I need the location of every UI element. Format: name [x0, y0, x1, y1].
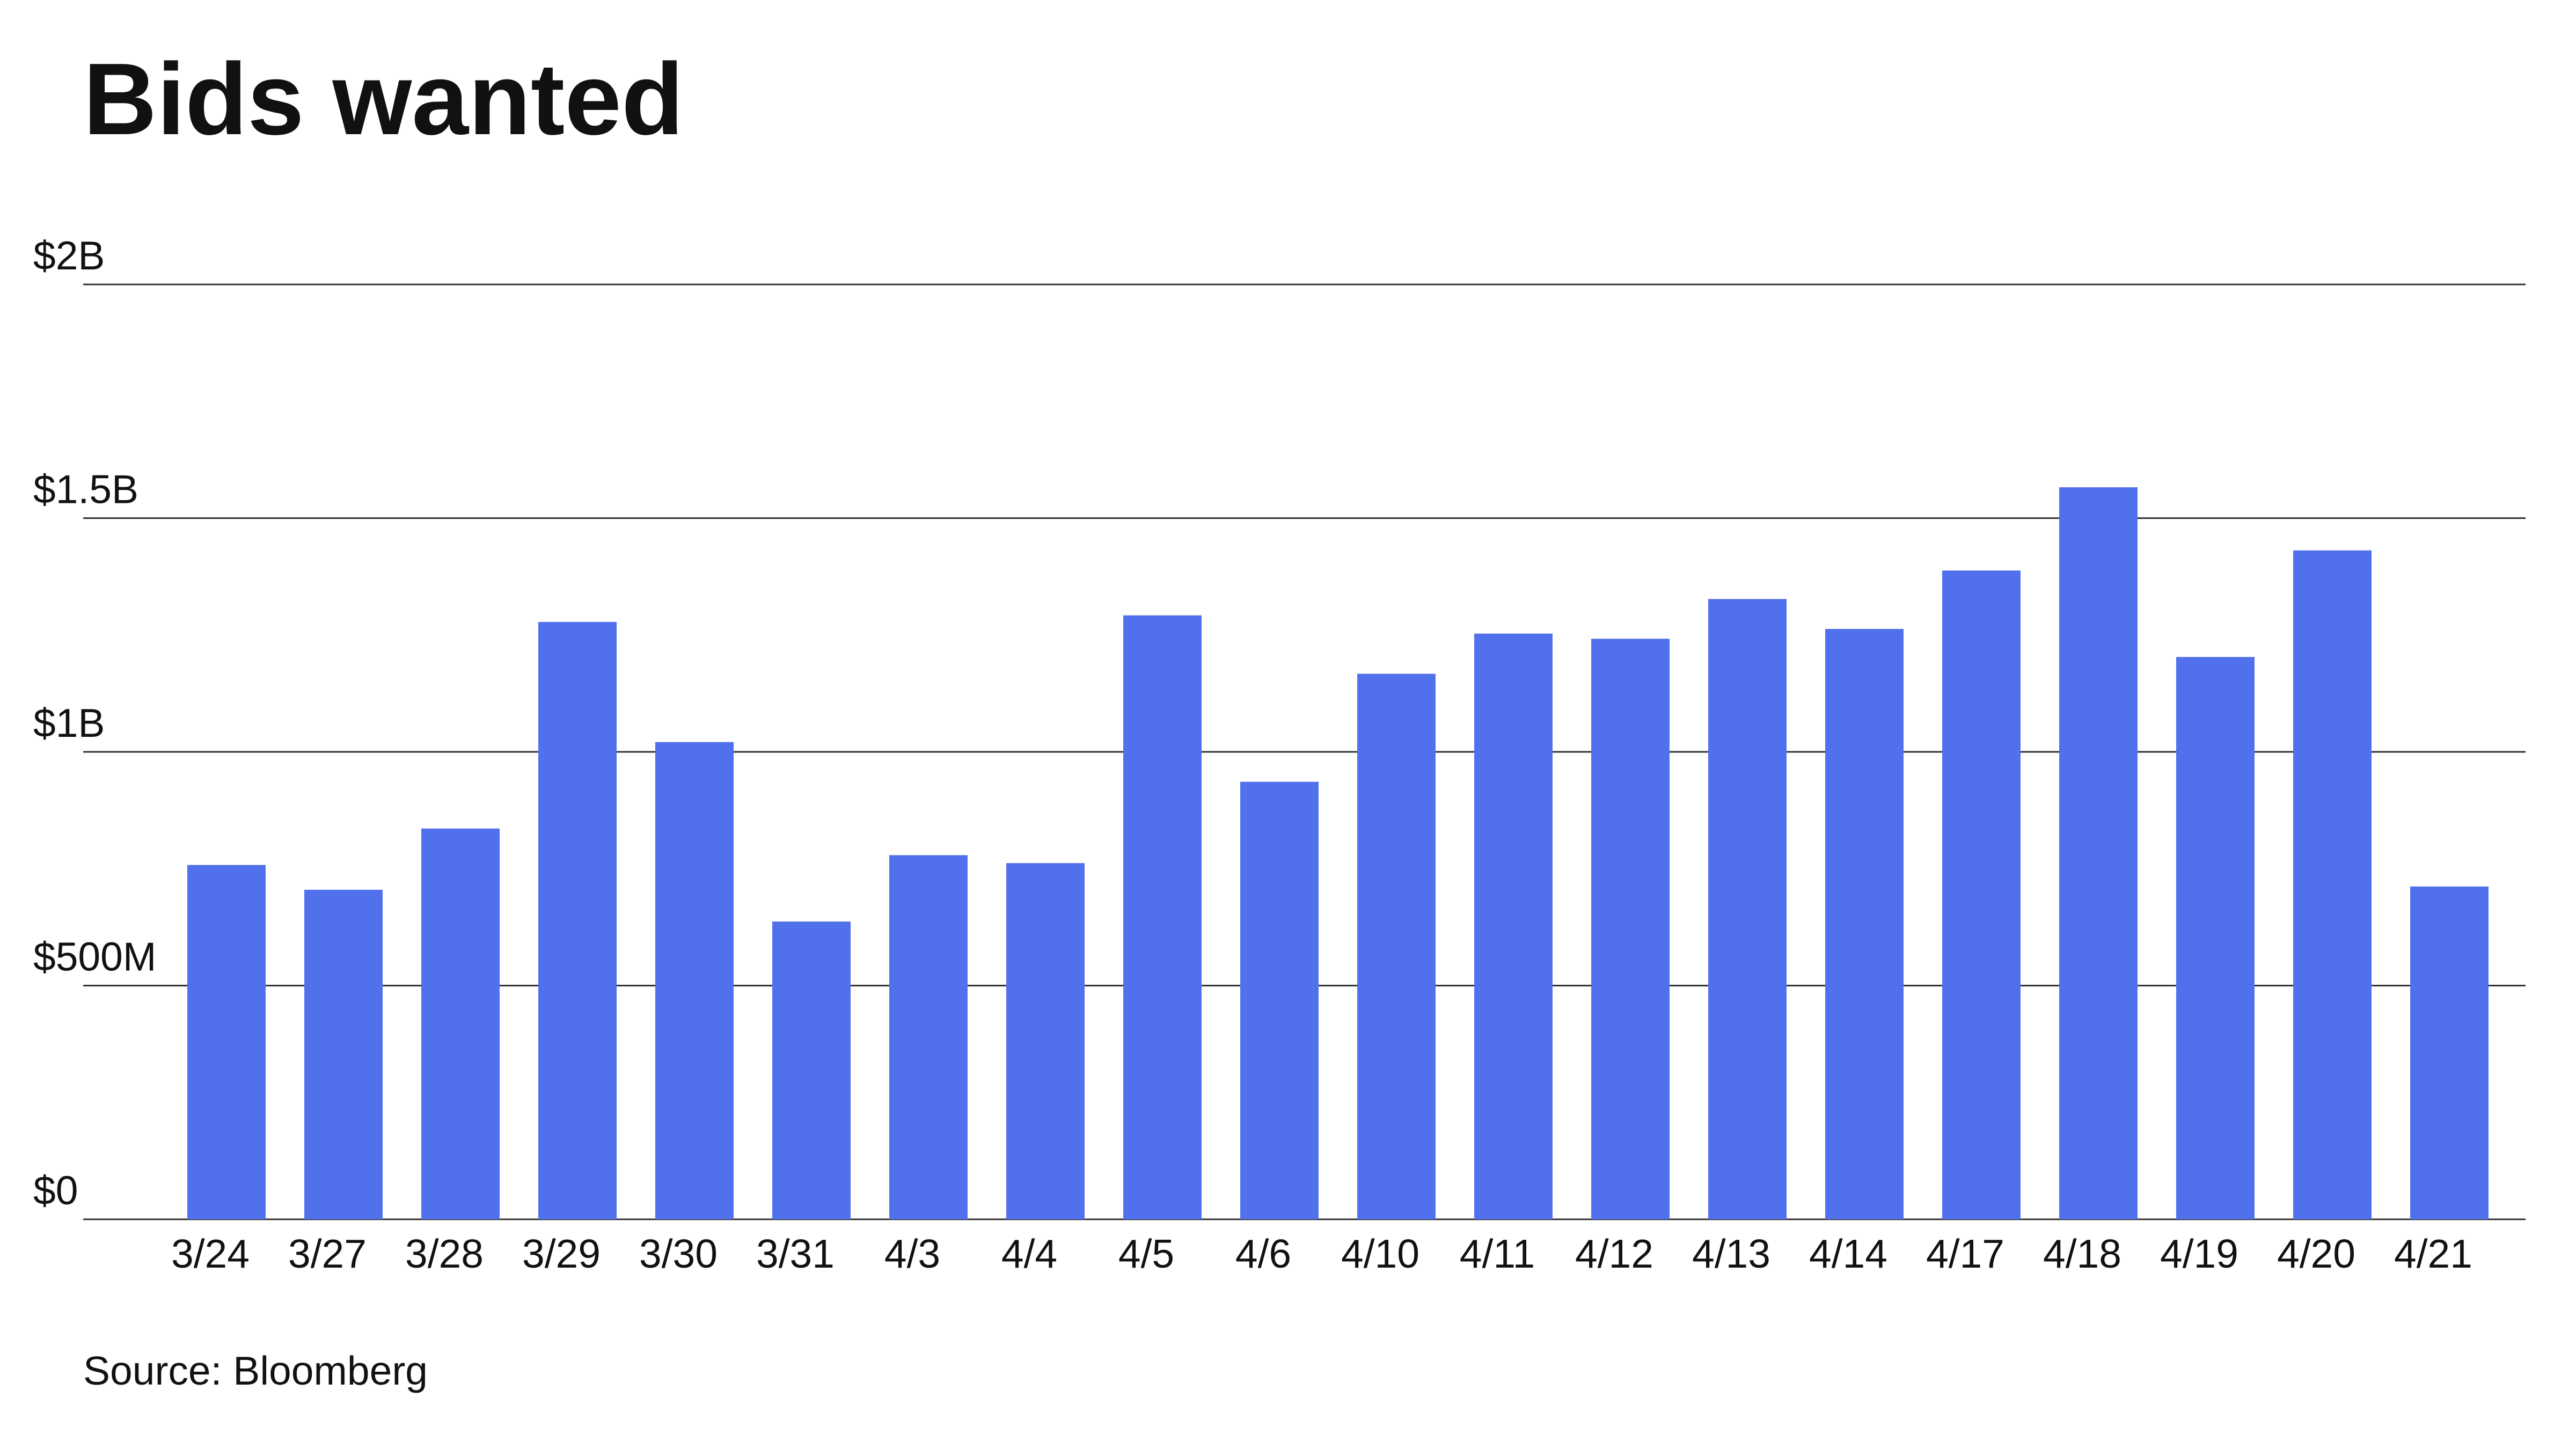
bar: [1825, 628, 1904, 1219]
y-tick-label: $2B: [33, 233, 105, 278]
bar: [2293, 550, 2372, 1219]
x-tick-label: 3/29: [522, 1231, 601, 1276]
bar: [655, 742, 734, 1219]
x-tick-label: 4/10: [1341, 1231, 1419, 1276]
x-tick-label: 4/21: [2394, 1231, 2472, 1276]
chart-title: Bids wanted: [83, 42, 684, 156]
bar: [1591, 639, 1670, 1219]
x-tick-label: 4/14: [1809, 1231, 1887, 1276]
x-tick-label: 4/4: [1001, 1231, 1057, 1276]
bar: [304, 889, 383, 1219]
bar: [889, 855, 968, 1219]
bar: [538, 621, 617, 1219]
x-tick-label: 3/24: [171, 1231, 250, 1276]
x-tick-label: 4/18: [2043, 1231, 2121, 1276]
bar: [1123, 615, 1202, 1219]
bar: [2059, 487, 2138, 1220]
bar: [1708, 599, 1787, 1219]
source-note: Source: Bloomberg: [83, 1348, 428, 1393]
y-tick-label: $1B: [33, 700, 105, 745]
x-tick-label: 3/30: [639, 1231, 718, 1276]
y-tick-label: $1.5B: [33, 467, 138, 512]
x-tick-label: 4/12: [1575, 1231, 1653, 1276]
x-tick-label: 3/27: [288, 1231, 367, 1276]
bar: [1006, 863, 1085, 1219]
x-tick-label: 3/28: [405, 1231, 484, 1276]
x-tick-label: 4/19: [2160, 1231, 2238, 1276]
x-tick-label: 4/11: [1460, 1231, 1535, 1276]
bar: [1357, 674, 1436, 1219]
x-tick-label: 3/31: [756, 1231, 835, 1276]
bar: [1474, 633, 1553, 1219]
bar: [1240, 781, 1319, 1219]
x-tick-label: 4/6: [1235, 1231, 1291, 1276]
y-tick-label: $500M: [33, 934, 156, 979]
bar: [421, 828, 500, 1219]
y-tick-label: $0: [33, 1168, 78, 1213]
x-tick-label: 4/13: [1692, 1231, 1770, 1276]
x-tick-label: 4/17: [1926, 1231, 2004, 1276]
bar: [772, 921, 851, 1219]
x-tick-label: 4/20: [2277, 1231, 2355, 1276]
x-tick-label: 4/3: [884, 1231, 940, 1276]
bar: [187, 865, 266, 1219]
bar: [2176, 657, 2255, 1219]
bar: [1942, 570, 2021, 1219]
x-tick-label: 4/5: [1118, 1231, 1174, 1276]
bar: [2410, 886, 2489, 1219]
